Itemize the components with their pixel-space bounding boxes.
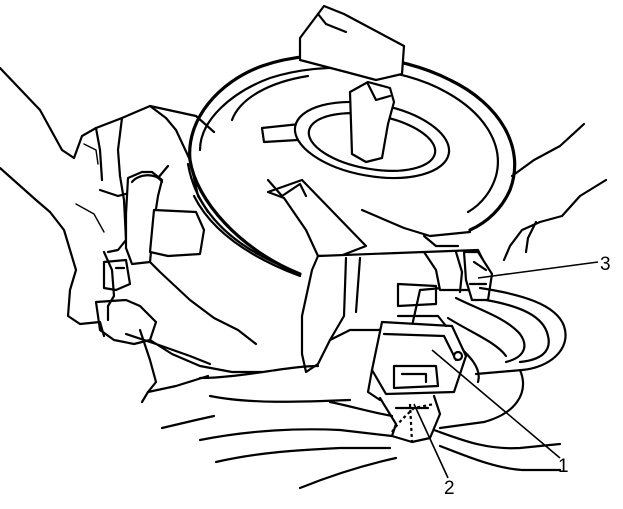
wiring-harness: [146, 122, 608, 490]
leader-line-2: [413, 403, 449, 479]
leader-lines: [413, 261, 599, 479]
steering-column-housing: [0, 66, 216, 404]
connector-housing: [266, 178, 494, 374]
leader-line-3: [477, 261, 599, 279]
leader-line-1: [431, 349, 561, 459]
connector-2: [378, 394, 442, 444]
callout-2: 2: [444, 478, 455, 499]
connector-1: [366, 314, 468, 402]
callout-1: 1: [558, 456, 569, 477]
clock-spring: [186, 4, 517, 278]
callout-3: 3: [600, 254, 611, 275]
combination-switch-lever: [94, 170, 264, 374]
